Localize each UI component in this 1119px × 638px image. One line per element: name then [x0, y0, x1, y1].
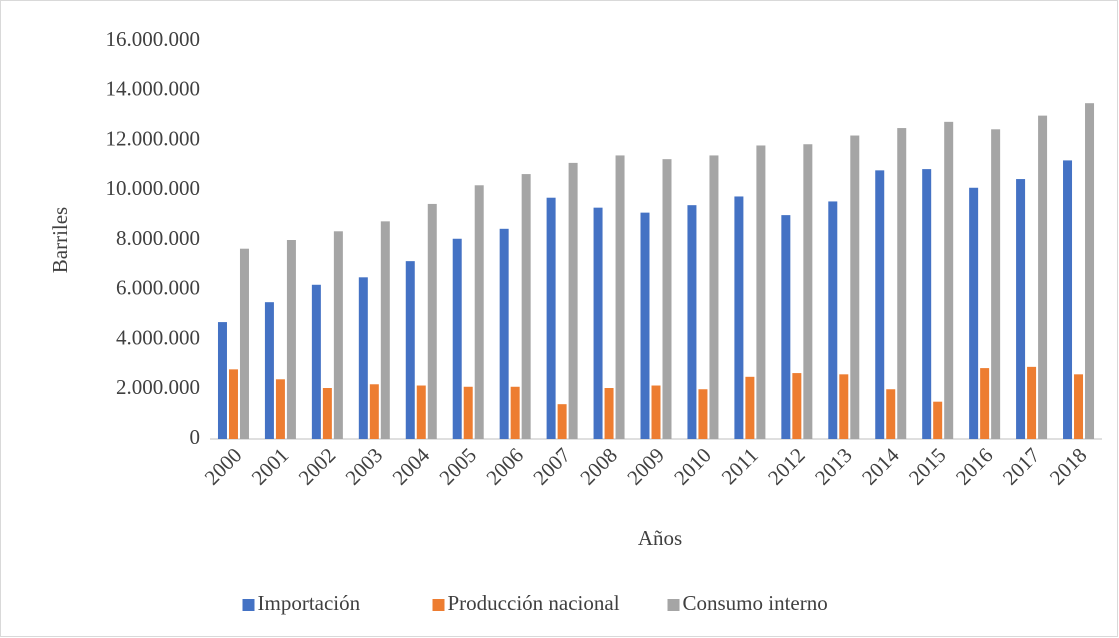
bar [217, 322, 227, 439]
legend-label: Consumo interno [683, 591, 828, 615]
bar [662, 159, 672, 439]
legend-swatch [667, 599, 680, 611]
bar [875, 170, 885, 439]
y-tick-label: 12.000.000 [106, 126, 201, 150]
legend-label: Importación [258, 591, 361, 615]
bar [286, 240, 296, 439]
bar [452, 238, 462, 439]
bar [828, 201, 838, 439]
bar [333, 231, 343, 439]
bar [1063, 160, 1073, 439]
bar [640, 212, 650, 439]
bar [568, 162, 578, 439]
bar [239, 248, 249, 439]
bar [228, 369, 238, 439]
bar [557, 404, 567, 439]
bar [427, 203, 437, 439]
bar [687, 205, 697, 439]
y-tick-label: 2.000.000 [116, 375, 200, 399]
legend-swatch [432, 599, 445, 611]
y-tick-label: 0 [190, 425, 201, 449]
bar [510, 386, 520, 439]
bar [1016, 179, 1026, 439]
bar [734, 196, 744, 439]
bar [651, 385, 661, 439]
bar [604, 388, 614, 439]
legend-label: Producción nacional [448, 591, 620, 615]
legend-swatch [242, 599, 255, 611]
bar [1027, 366, 1037, 439]
bar [593, 207, 603, 439]
bar [944, 121, 954, 439]
bar [474, 185, 484, 439]
y-tick-label: 16.000.000 [106, 27, 201, 51]
bar [709, 155, 719, 440]
bar [781, 215, 791, 439]
bar [546, 197, 556, 439]
bar [1074, 374, 1084, 439]
bar [311, 284, 321, 439]
bar [275, 379, 285, 439]
bar [521, 174, 531, 440]
bar [615, 155, 625, 440]
x-axis-label: Años [638, 526, 682, 550]
bar [933, 401, 943, 439]
y-tick-label: 14.000.000 [106, 77, 201, 101]
bar [980, 368, 990, 439]
bar [698, 389, 708, 439]
y-tick-label: 8.000.000 [116, 226, 200, 250]
bar [264, 302, 274, 439]
y-axis-label: Barriles [48, 207, 72, 273]
bar [463, 386, 473, 439]
bar [380, 221, 390, 439]
bar [897, 128, 907, 439]
bar [792, 373, 802, 439]
bar [803, 144, 813, 439]
bar [1038, 115, 1048, 439]
bar [850, 135, 860, 439]
bar [839, 374, 849, 439]
bar [969, 187, 979, 439]
bar [416, 385, 426, 439]
bar [322, 388, 332, 439]
bar [369, 384, 379, 439]
y-tick-label: 10.000.000 [106, 176, 201, 200]
bar [358, 277, 368, 439]
y-tick-label: 6.000.000 [116, 276, 200, 300]
y-tick-label: 4.000.000 [116, 325, 200, 349]
bar [499, 228, 509, 439]
bar [756, 145, 766, 439]
bar [922, 169, 932, 439]
bar [991, 129, 1001, 439]
bar [745, 376, 755, 439]
bar [1085, 103, 1095, 439]
bar [886, 389, 896, 439]
bar [405, 261, 415, 439]
